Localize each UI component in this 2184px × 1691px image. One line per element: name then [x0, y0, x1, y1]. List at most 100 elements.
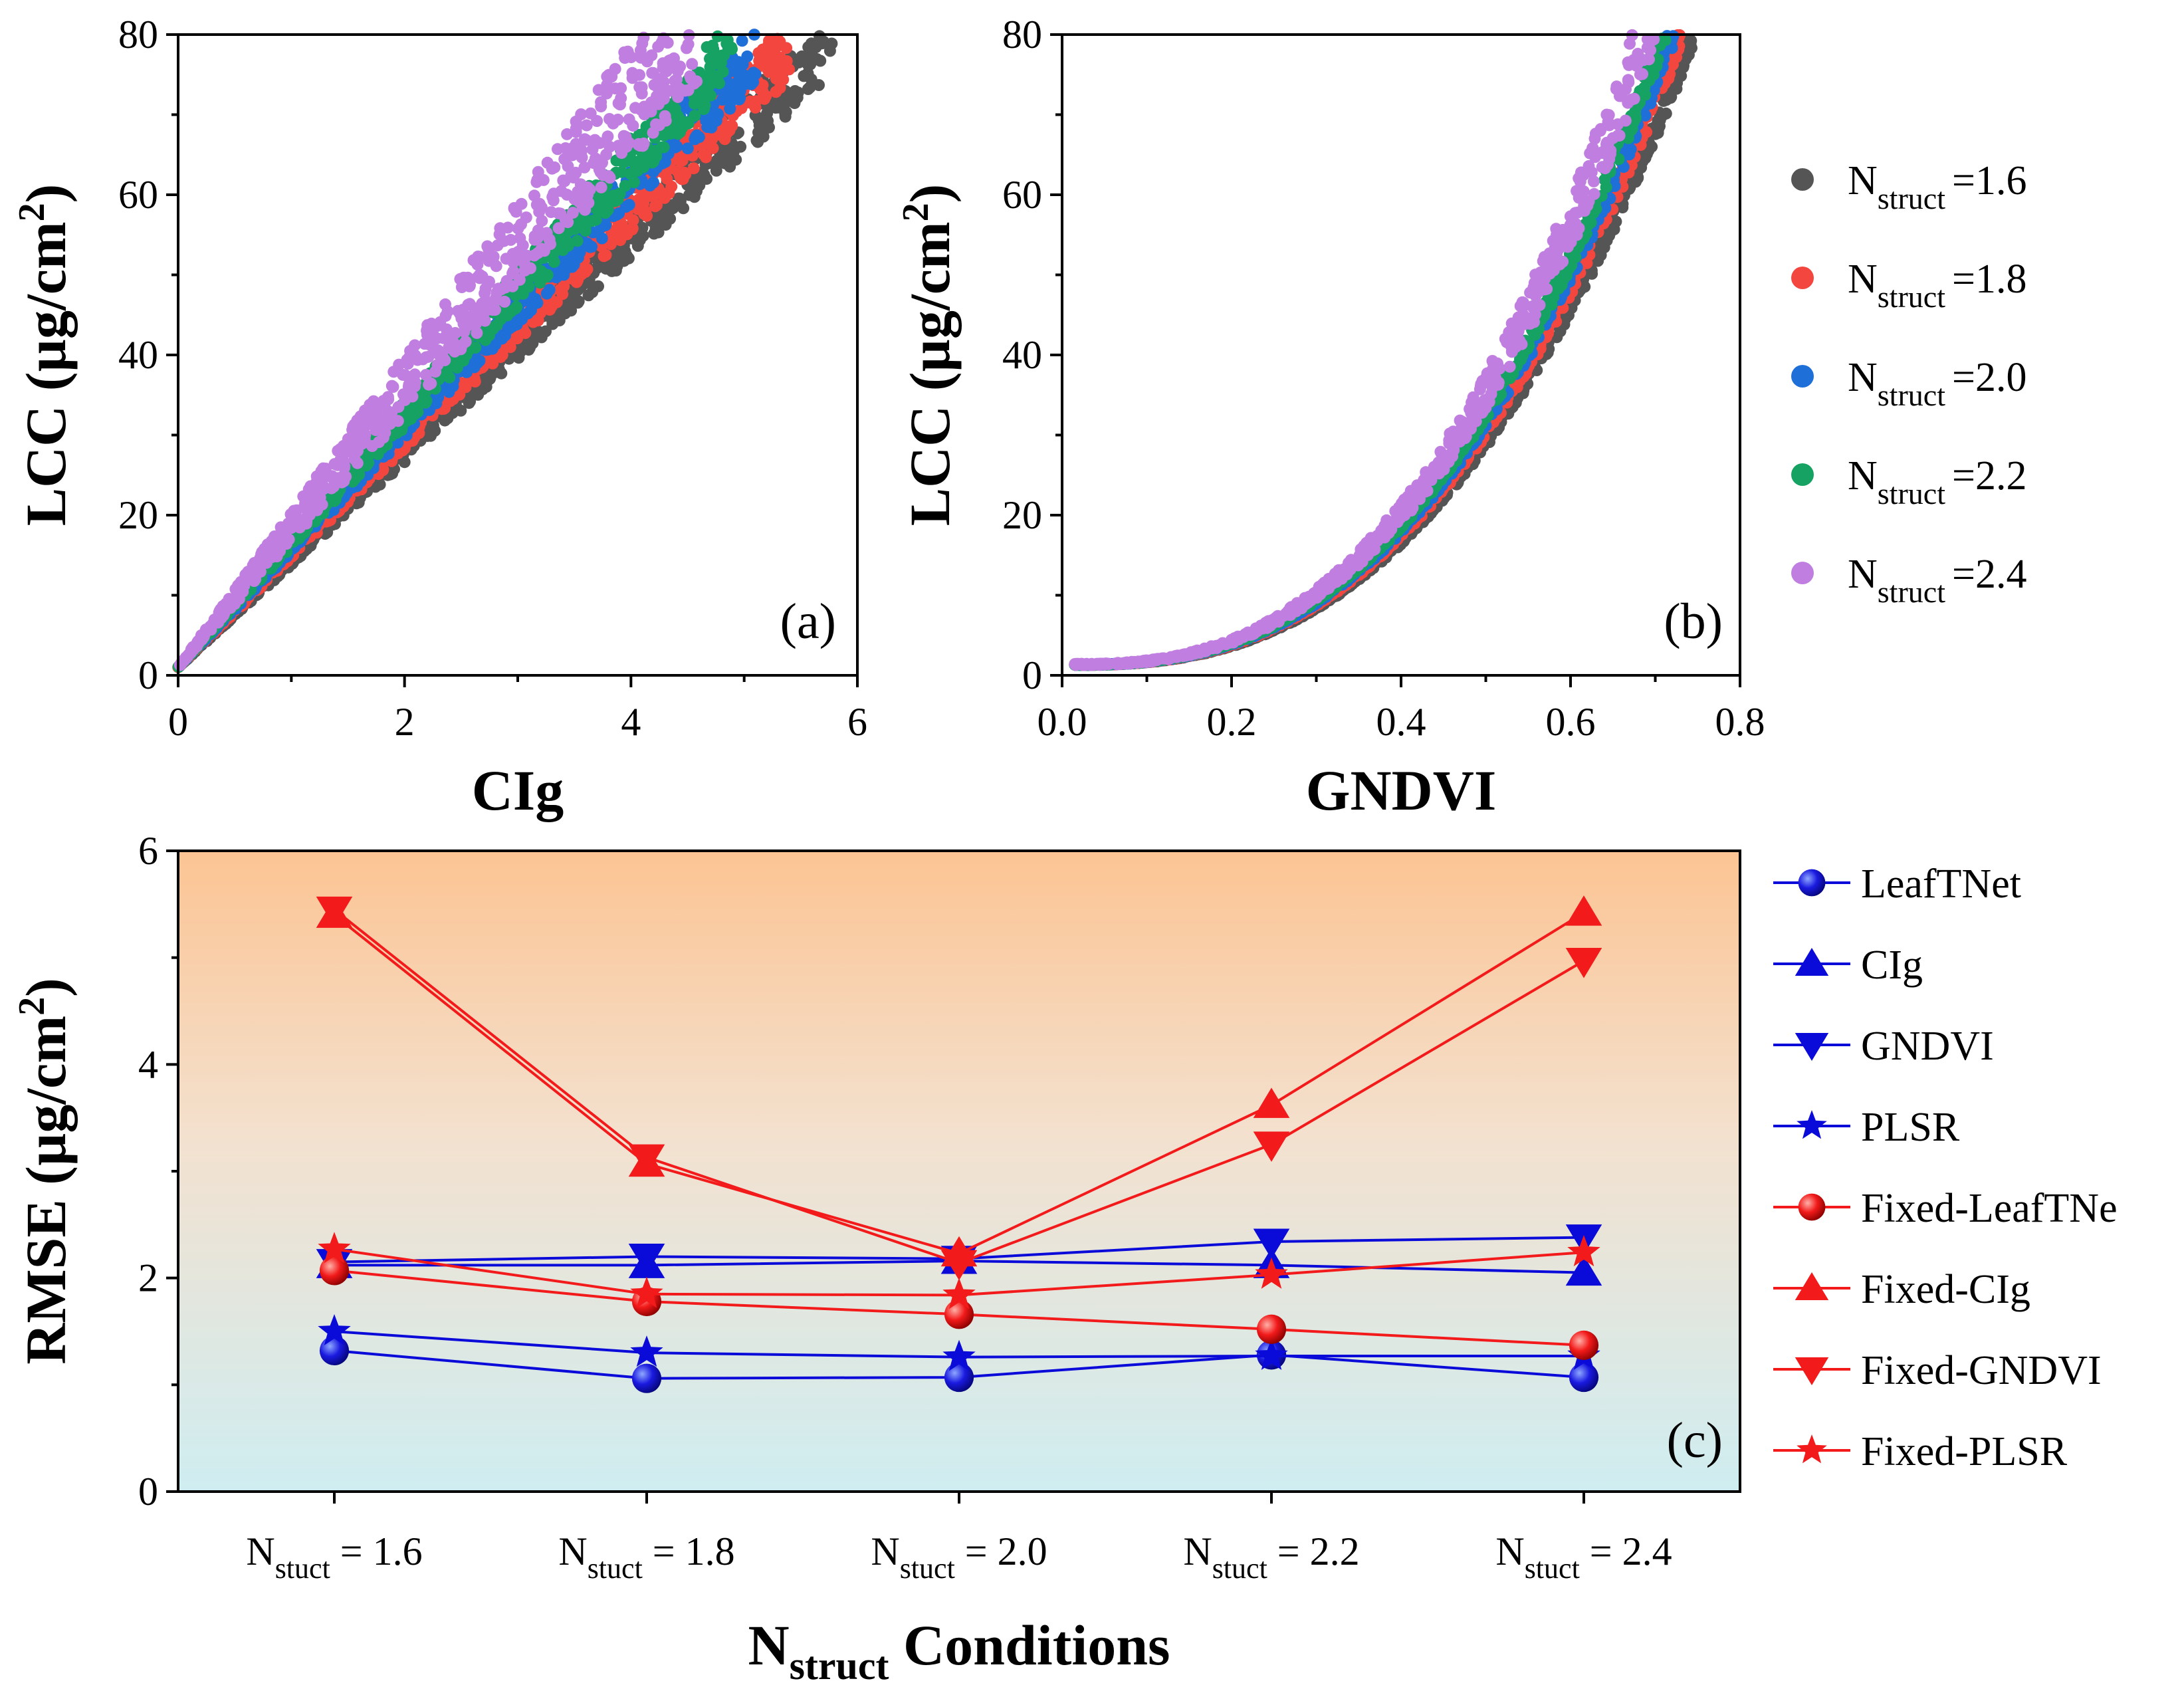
panel-a-point [599, 207, 611, 219]
panel-a-point [707, 43, 720, 56]
panel-a-xtick-label: 4 [621, 700, 641, 744]
panel-a-point [536, 215, 548, 227]
panel-a-point [670, 86, 683, 98]
panel-a-point [629, 102, 641, 114]
panel-a-point [627, 176, 640, 189]
panel-a-point [482, 355, 494, 368]
panel-a-point [513, 273, 526, 286]
panel-a-label: (a) [780, 594, 836, 649]
panel-a-point [627, 120, 639, 132]
panel-a-point [456, 339, 469, 352]
panel-a-point [387, 381, 399, 393]
panel-a-point [496, 348, 508, 361]
panel-a-point [472, 388, 485, 401]
panel-a-point [282, 517, 294, 530]
panel-a-point [556, 288, 569, 300]
panel-a-point [611, 260, 623, 273]
panel-a-point [705, 89, 717, 102]
panel-a-point [320, 470, 333, 482]
panel-a-point [647, 176, 659, 189]
panel-a-point [189, 641, 201, 654]
panel-a-point [653, 211, 666, 224]
panel-a-point [665, 180, 678, 193]
panel-a-point [649, 151, 661, 163]
panel-a-point [667, 199, 679, 211]
panel-a-point [814, 55, 827, 67]
panel-a-point [380, 415, 391, 428]
panel-a-point [734, 84, 746, 97]
panel-a-point [299, 491, 312, 503]
panel-a-point [802, 83, 814, 95]
panel-a-point [562, 216, 574, 229]
panel-a-point [744, 69, 757, 82]
panel-a-point [370, 424, 382, 437]
panel-a-point [310, 470, 323, 483]
panel-a-point [647, 126, 659, 139]
panel-a-point [535, 329, 548, 342]
panel-a-point [491, 239, 504, 252]
panel-a-point [282, 533, 295, 546]
panel-a-point [528, 230, 541, 243]
panel-a-point [599, 260, 611, 273]
panel-a-xtick-label: 2 [395, 700, 415, 744]
panel-a-point [507, 265, 520, 278]
panel-a-point [649, 200, 661, 213]
panel-a-point [601, 70, 613, 83]
panel-a-point [675, 152, 687, 165]
panel-a-point [595, 181, 607, 193]
panel-a-point [567, 285, 580, 298]
panel-a-point [752, 136, 764, 148]
panel-a-ytick-label: 20 [118, 493, 158, 537]
panel-a-point [425, 377, 437, 390]
panel-a-point [598, 250, 610, 263]
panel-a-point [595, 96, 607, 108]
panel-a-point [493, 228, 506, 241]
panel-a-point [508, 203, 520, 215]
panel-a-point [600, 87, 613, 100]
panel-a-point [663, 55, 675, 67]
panel-a-point [562, 239, 574, 252]
panel-a-point [516, 239, 529, 252]
panel-a-point [537, 173, 550, 186]
panel-a-point [679, 168, 692, 181]
panel-a-point [240, 573, 253, 586]
panel-a-point [475, 308, 487, 320]
panel-a-point [304, 480, 317, 493]
panel-a-point [382, 393, 395, 405]
panel-a-point [761, 62, 774, 75]
panel-a-point [218, 600, 231, 612]
panel-a-point [664, 213, 677, 225]
panel-a-point [652, 226, 665, 239]
panel-a-point [499, 281, 512, 294]
panel-a-point [688, 77, 701, 90]
panel-a-point [338, 469, 350, 482]
panel-a-point [347, 420, 360, 433]
panel-a-point [715, 56, 727, 69]
panel-a-point [510, 252, 523, 265]
panel-a-point [823, 45, 836, 57]
panel-a-points [172, 29, 838, 673]
panel-a-point [574, 178, 587, 191]
panel-a-point [498, 295, 511, 308]
panel-a-point [467, 359, 479, 372]
panel-a-point [584, 241, 596, 253]
panel-a-point [580, 119, 593, 132]
panel-a-point [266, 551, 278, 564]
panel-a-point [706, 133, 718, 146]
panel-a-point [538, 245, 550, 257]
panel-a-point [471, 259, 484, 271]
panel-a-ylabel: LCC (µg/cm2) [11, 184, 78, 526]
panel-a-point [668, 106, 681, 119]
panel-a-point [736, 35, 748, 47]
panel-a-point [591, 115, 603, 127]
panel-a-point [534, 265, 547, 277]
panel-a-point [671, 140, 683, 153]
panel-b-series-2 [1069, 29, 1686, 671]
panel-a-point [454, 307, 466, 320]
panel-a-point [471, 326, 483, 339]
panel-a-point [511, 332, 524, 345]
panel-a-point [204, 620, 217, 633]
panel-a-point [618, 46, 631, 58]
panel-a-point [496, 331, 509, 344]
